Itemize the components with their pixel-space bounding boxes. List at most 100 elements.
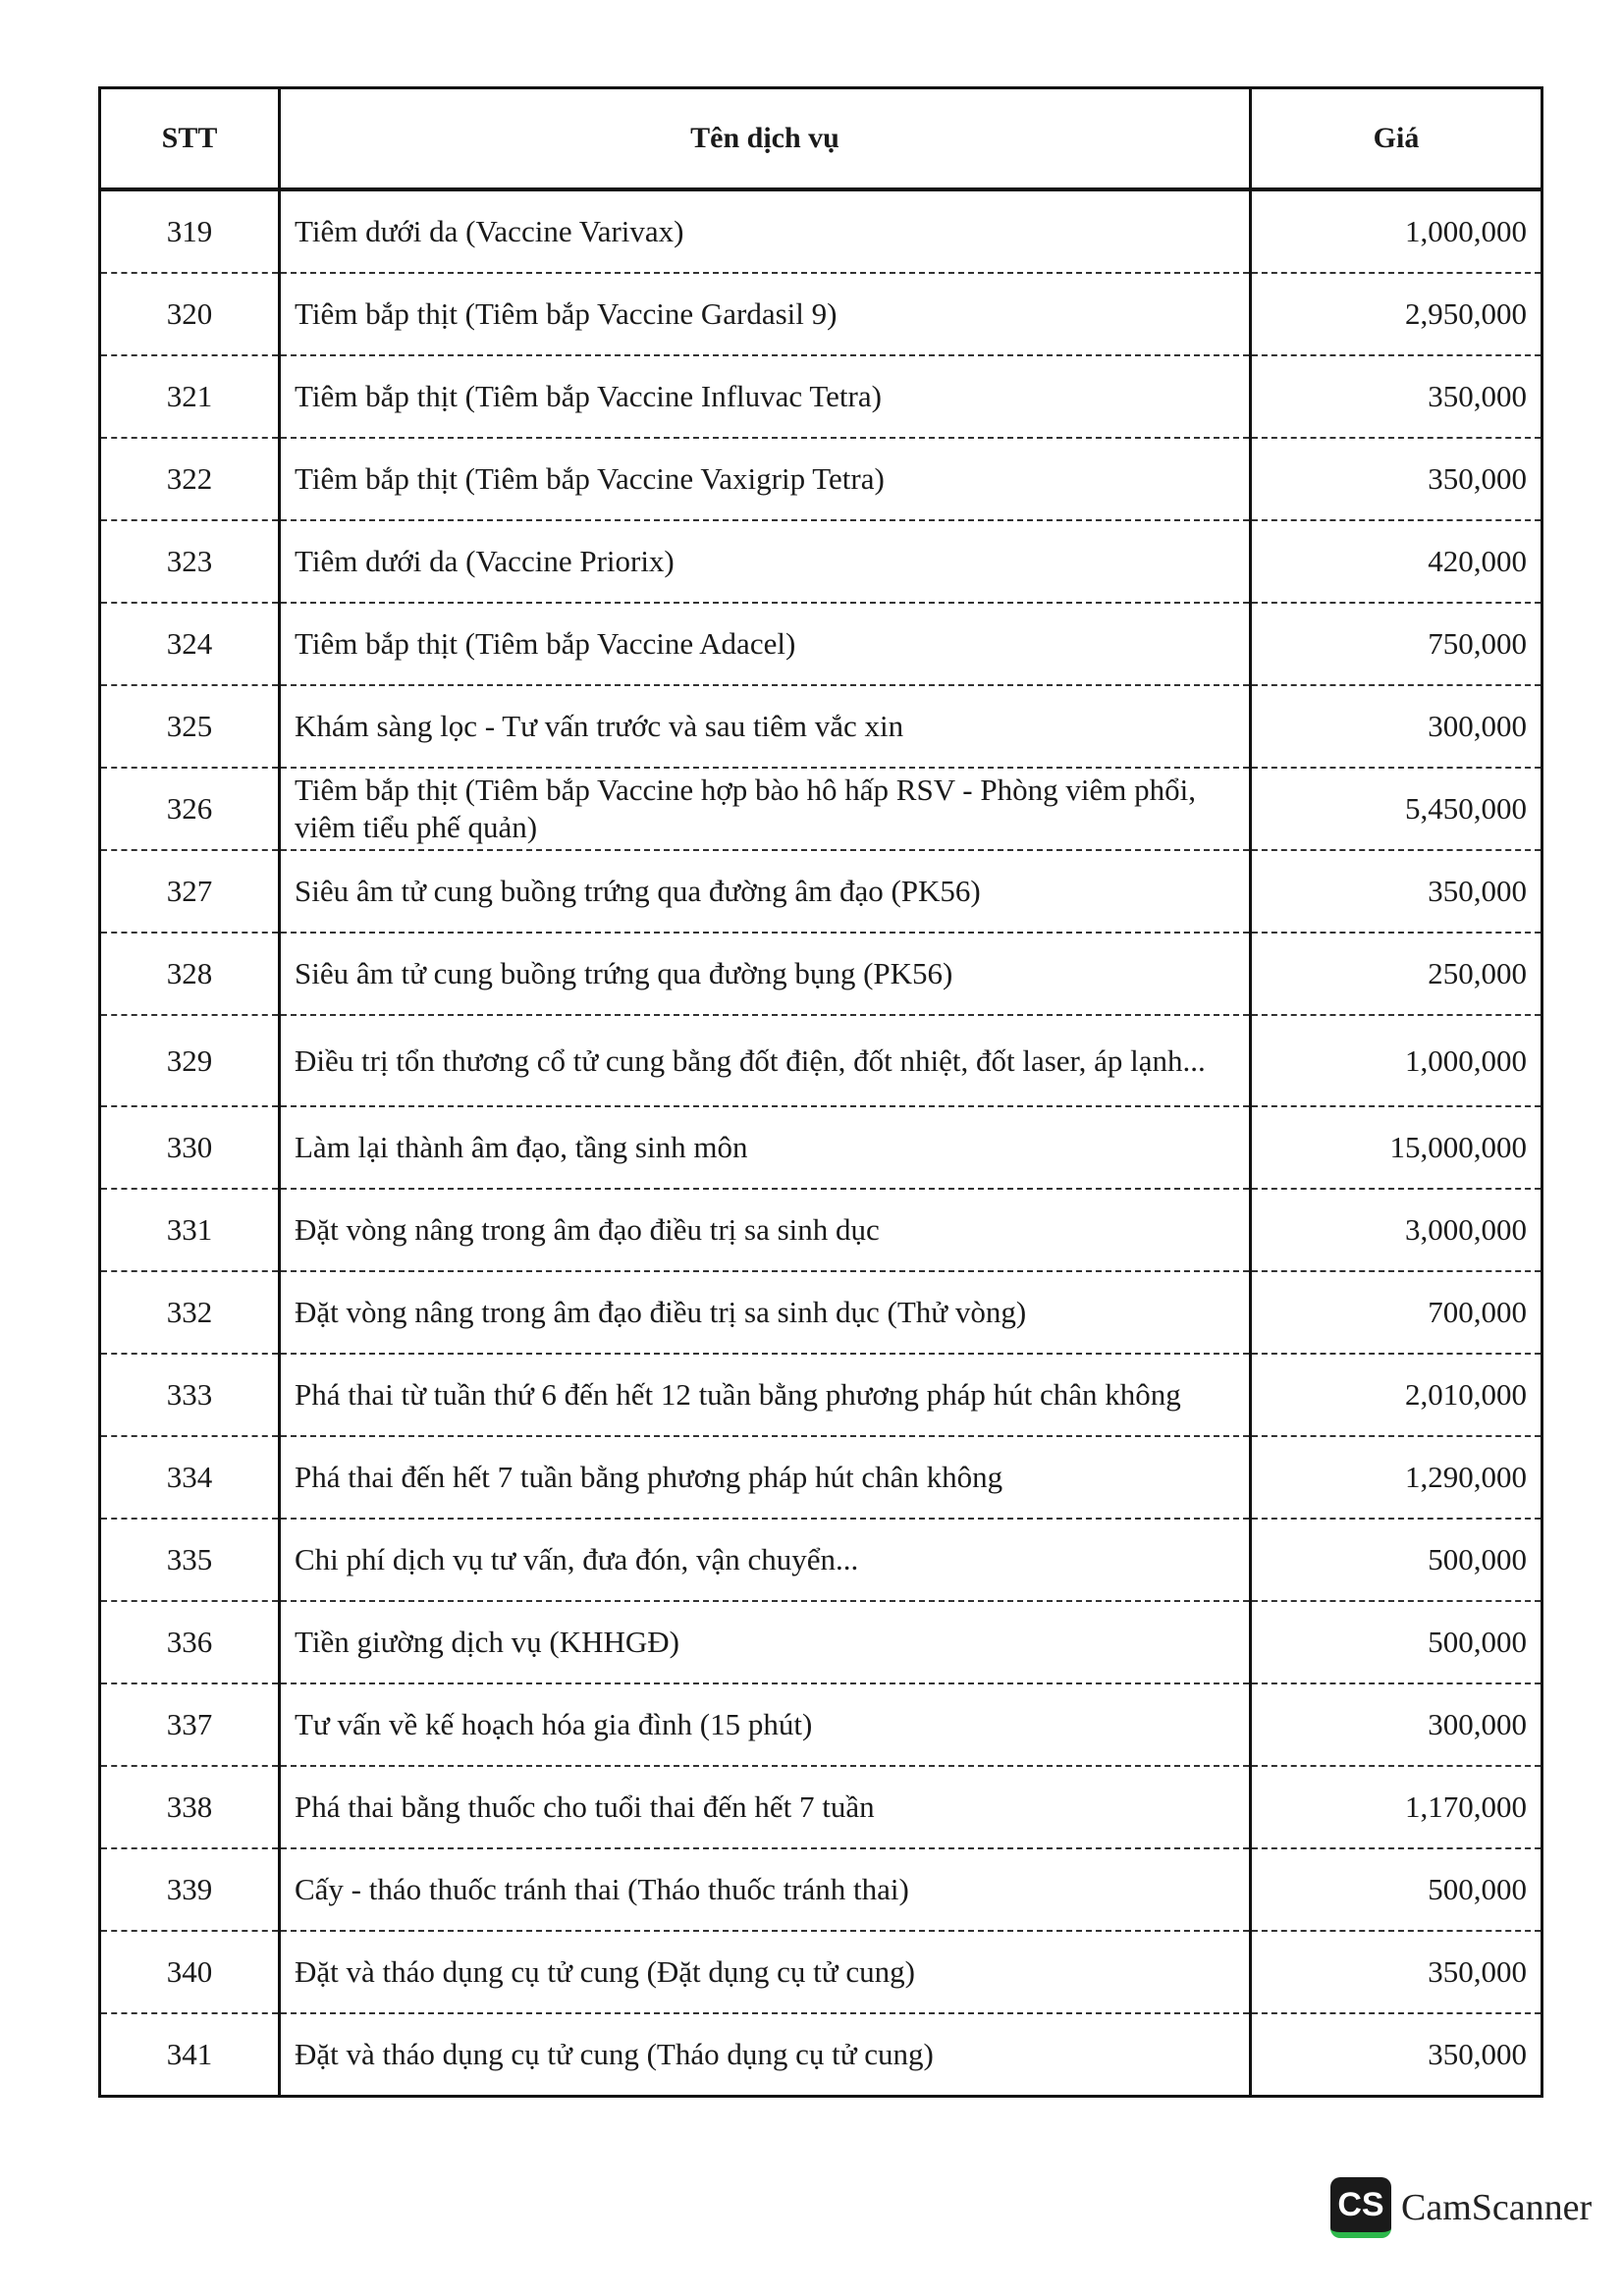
table-row: 337 Tư vấn về kế hoạch hóa gia đình (15 p… <box>98 1683 1543 1767</box>
row-stt: 320 <box>98 273 281 356</box>
row-service-name: Cấy - tháo thuốc tránh thai (Tháo thuốc … <box>278 1848 1252 1932</box>
row-service-name: Làm lại thành âm đạo, tầng sinh môn <box>278 1106 1252 1190</box>
table-row: 330 Làm lại thành âm đạo, tầng sinh môn 15… <box>98 1106 1543 1190</box>
row-price: 2,950,000 <box>1249 273 1543 356</box>
row-stt: 331 <box>98 1189 281 1272</box>
row-stt: 322 <box>98 438 281 521</box>
row-stt: 330 <box>98 1106 281 1190</box>
row-price: 350,000 <box>1249 355 1543 439</box>
row-service-name: Tiêm bắp thịt (Tiêm bắp Vaccine Adacel) <box>278 603 1252 686</box>
row-price: 350,000 <box>1249 1931 1543 2014</box>
row-stt: 327 <box>98 850 281 934</box>
row-stt: 333 <box>98 1354 281 1437</box>
row-price: 2,010,000 <box>1249 1354 1543 1437</box>
table-row: 341 Đặt và tháo dụng cụ tử cung (Tháo dụn… <box>98 2013 1543 2098</box>
row-stt: 336 <box>98 1601 281 1684</box>
row-service-name: Đặt vòng nâng trong âm đạo điều trị sa s… <box>278 1271 1252 1355</box>
header-stt: STT <box>98 87 281 191</box>
row-price: 1,000,000 <box>1249 189 1543 274</box>
table-row: 325 Khám sàng lọc - Tư vấn trước và sau t… <box>98 685 1543 769</box>
row-stt: 335 <box>98 1519 281 1602</box>
row-price: 15,000,000 <box>1249 1106 1543 1190</box>
row-service-name: Phá thai đến hết 7 tuần bằng phương pháp… <box>278 1436 1252 1520</box>
row-service-name: Tiêm bắp thịt (Tiêm bắp Vaccine hợp bào … <box>278 768 1252 851</box>
row-stt: 323 <box>98 520 281 604</box>
table-row: 336 Tiền giường dịch vụ (KHHGĐ) 500,000 <box>98 1601 1543 1684</box>
camscanner-text: CamScanner <box>1401 2187 1593 2228</box>
row-price: 500,000 <box>1249 1519 1543 1602</box>
row-service-name: Siêu âm tử cung buồng trứng qua đường bụ… <box>278 933 1252 1016</box>
row-stt: 321 <box>98 355 281 439</box>
row-stt: 341 <box>98 2013 281 2098</box>
row-stt: 326 <box>98 768 281 851</box>
table-row: 326 Tiêm bắp thịt (Tiêm bắp Vaccine hợp b… <box>98 768 1543 851</box>
table-header: STT Tên dịch vụ Giá <box>98 87 1543 191</box>
row-service-name: Đặt và tháo dụng cụ tử cung (Đặt dụng cụ… <box>278 1931 1252 2014</box>
row-stt: 340 <box>98 1931 281 2014</box>
row-price: 1,170,000 <box>1249 1766 1543 1849</box>
row-service-name: Tiêm dưới da (Vaccine Priorix) <box>278 520 1252 604</box>
row-service-name: Tiêm dưới da (Vaccine Varivax) <box>278 189 1252 274</box>
row-price: 500,000 <box>1249 1601 1543 1684</box>
camscanner-logo-icon: CS <box>1330 2177 1391 2238</box>
row-stt: 338 <box>98 1766 281 1849</box>
header-name: Tên dịch vụ <box>278 87 1252 191</box>
row-price: 350,000 <box>1249 438 1543 521</box>
table-row: 333 Phá thai từ tuần thứ 6 đến hết 12 tuầ… <box>98 1354 1543 1437</box>
row-stt: 329 <box>98 1015 281 1107</box>
row-service-name: Phá thai từ tuần thứ 6 đến hết 12 tuần b… <box>278 1354 1252 1437</box>
row-price: 350,000 <box>1249 850 1543 934</box>
row-service-name: Chi phí dịch vụ tư vấn, đưa đón, vận chu… <box>278 1519 1252 1602</box>
row-stt: 319 <box>98 189 281 274</box>
row-stt: 339 <box>98 1848 281 1932</box>
row-price: 700,000 <box>1249 1271 1543 1355</box>
row-price: 350,000 <box>1249 2013 1543 2098</box>
row-service-name: Đặt vòng nâng trong âm đạo điều trị sa s… <box>278 1189 1252 1272</box>
table-row: 329 Điều trị tổn thương cổ tử cung bằng đ… <box>98 1015 1543 1107</box>
table-row: 328 Siêu âm tử cung buồng trứng qua đường… <box>98 933 1543 1016</box>
table-row: 327 Siêu âm tử cung buồng trứng qua đường… <box>98 850 1543 934</box>
row-service-name: Điều trị tổn thương cổ tử cung bằng đốt … <box>278 1015 1252 1107</box>
row-stt: 337 <box>98 1683 281 1767</box>
row-service-name: Khám sàng lọc - Tư vấn trước và sau tiêm… <box>278 685 1252 769</box>
row-stt: 334 <box>98 1436 281 1520</box>
row-service-name: Siêu âm tử cung buồng trứng qua đường âm… <box>278 850 1252 934</box>
row-price: 1,000,000 <box>1249 1015 1543 1107</box>
table-row: 331 Đặt vòng nâng trong âm đạo điều trị s… <box>98 1189 1543 1272</box>
row-price: 300,000 <box>1249 1683 1543 1767</box>
row-stt: 328 <box>98 933 281 1016</box>
camscanner-watermark: CS CamScanner <box>1330 2177 1592 2238</box>
row-service-name: Tiêm bắp thịt (Tiêm bắp Vaccine Vaxigrip… <box>278 438 1252 521</box>
table-row: 340 Đặt và tháo dụng cụ tử cung (Đặt dụng… <box>98 1931 1543 2014</box>
table-row: 338 Phá thai bằng thuốc cho tuổi thai đến… <box>98 1766 1543 1849</box>
table-row: 324 Tiêm bắp thịt (Tiêm bắp Vaccine Adace… <box>98 603 1543 686</box>
row-service-name: Đặt và tháo dụng cụ tử cung (Tháo dụng c… <box>278 2013 1252 2098</box>
row-service-name: Tiền giường dịch vụ (KHHGĐ) <box>278 1601 1252 1684</box>
price-table: STT Tên dịch vụ Giá 319 Tiêm dưới da (Vac… <box>98 86 1543 2098</box>
table-row: 320 Tiêm bắp thịt (Tiêm bắp Vaccine Garda… <box>98 273 1543 356</box>
row-price: 1,290,000 <box>1249 1436 1543 1520</box>
table-row: 319 Tiêm dưới da (Vaccine Varivax) 1,000,0… <box>98 189 1543 274</box>
row-price: 750,000 <box>1249 603 1543 686</box>
table-row: 335 Chi phí dịch vụ tư vấn, đưa đón, vận … <box>98 1519 1543 1602</box>
row-stt: 332 <box>98 1271 281 1355</box>
row-stt: 325 <box>98 685 281 769</box>
row-service-name: Tiêm bắp thịt (Tiêm bắp Vaccine Influvac… <box>278 355 1252 439</box>
row-price: 3,000,000 <box>1249 1189 1543 1272</box>
row-service-name: Phá thai bằng thuốc cho tuổi thai đến hế… <box>278 1766 1252 1849</box>
row-price: 500,000 <box>1249 1848 1543 1932</box>
table-row: 332 Đặt vòng nâng trong âm đạo điều trị s… <box>98 1271 1543 1355</box>
row-price: 300,000 <box>1249 685 1543 769</box>
row-service-name: Tiêm bắp thịt (Tiêm bắp Vaccine Gardasil… <box>278 273 1252 356</box>
table-row: 339 Cấy - tháo thuốc tránh thai (Tháo thu… <box>98 1848 1543 1932</box>
row-price: 420,000 <box>1249 520 1543 604</box>
table-row: 323 Tiêm dưới da (Vaccine Priorix) 420,000 <box>98 520 1543 604</box>
row-service-name: Tư vấn về kế hoạch hóa gia đình (15 phút… <box>278 1683 1252 1767</box>
table-row: 322 Tiêm bắp thịt (Tiêm bắp Vaccine Vaxig… <box>98 438 1543 521</box>
row-price: 250,000 <box>1249 933 1543 1016</box>
row-stt: 324 <box>98 603 281 686</box>
row-price: 5,450,000 <box>1249 768 1543 851</box>
table-row: 321 Tiêm bắp thịt (Tiêm bắp Vaccine Influ… <box>98 355 1543 439</box>
table-row: 334 Phá thai đến hết 7 tuần bằng phương p… <box>98 1436 1543 1520</box>
header-price: Giá <box>1249 87 1543 191</box>
